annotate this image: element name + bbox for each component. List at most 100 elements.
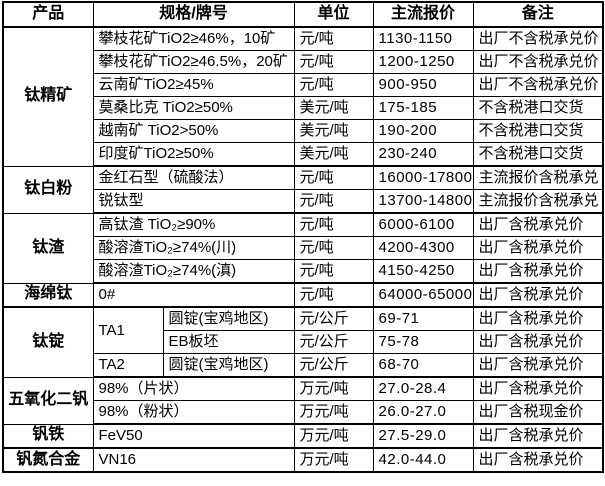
spec-cell: 酸溶渣TiO₂≥74%(滇): [92, 259, 295, 284]
spec-cell: 酸溶渣TiO₂≥74%(川): [92, 236, 295, 260]
table-row: 越南矿 TiO2>50% 美元/吨 190-200 不含税港口交货: [3, 119, 604, 143]
unit-cell: 元/吨: [293, 212, 374, 237]
note-cell: 出厂含税现金价: [472, 400, 604, 425]
price-cell: 75-78: [372, 330, 474, 354]
spec-cell: EB板坯: [162, 330, 295, 354]
unit-cell: 元/吨: [293, 282, 374, 308]
price-cell: 27.0-28.4: [372, 376, 474, 401]
table-row: 钛精矿 攀枝花矿TiO2≥46%，10矿 元/吨 1130-1150 出厂不含税…: [2, 26, 604, 167]
unit-cell: 万元/吨: [293, 423, 374, 449]
unit-cell: 美元/吨: [293, 142, 374, 167]
unit-cell: 美元/吨: [293, 96, 374, 120]
note-cell: 出厂含税承兑价: [472, 423, 604, 449]
header-spec: 规格/牌号: [92, 1, 295, 28]
note-cell: 不含税港口交货: [472, 119, 604, 143]
price-cell: 230-240: [372, 142, 474, 167]
unit-cell: 元/吨: [293, 259, 374, 284]
table-row: 钛渣 高钛渣 TiO₂≥90% 元/吨 6000-6100 出厂含税承兑价: [2, 212, 604, 284]
note-cell: 出厂含税承兑价: [472, 353, 604, 378]
price-cell: 64000-65000: [372, 282, 474, 308]
note-cell: 出厂含税承兑价: [472, 330, 604, 354]
price-cell: 1200-1250: [372, 50, 474, 74]
spec-cell: 圆锭(宝鸡地区): [162, 353, 295, 378]
price-cell: 42.0-44.0: [372, 447, 474, 473]
table-row: 钒铁 FeV50 万元/吨 27.5-29.0 出厂含税承兑价: [2, 423, 604, 449]
unit-cell: 元/吨: [293, 165, 374, 190]
note-cell: 出厂不含税承兑价: [472, 26, 604, 51]
unit-cell: 万元/吨: [293, 447, 374, 473]
spec-cell: 攀枝花矿TiO2≥46%，10矿: [92, 26, 295, 51]
price-cell: 16000-17800: [372, 165, 474, 190]
price-cell: 6000-6100: [372, 212, 474, 237]
product-cell: 钛白粉: [2, 165, 94, 214]
unit-cell: 万元/吨: [293, 400, 374, 425]
price-cell: 4200-4300: [372, 236, 474, 260]
note-cell: 出厂含税承兑价: [472, 306, 604, 331]
price-cell: 68-70: [372, 353, 474, 378]
price-cell: 900-950: [372, 73, 474, 97]
unit-cell: 元/吨: [293, 189, 374, 214]
note-cell: 主流报价含税承兑: [472, 189, 604, 214]
table-row: TA2 圆锭(宝鸡地区) 元/公斤 68-70 出厂含税承兑价: [3, 353, 604, 378]
table-row: 钛锭 TA1 圆锭(宝鸡地区) 元/公斤 69-71 出厂含税承兑价: [2, 306, 604, 378]
unit-cell: 元/吨: [293, 73, 374, 97]
note-cell: 出厂不含税承兑价: [472, 73, 604, 97]
price-cell: 27.5-29.0: [372, 423, 474, 449]
spec-cell: 98%（片状）: [92, 376, 295, 401]
price-cell: 13700-14800: [372, 189, 474, 214]
note-cell: 出厂含税承兑价: [472, 282, 604, 308]
header-unit: 单位: [293, 1, 374, 28]
spec-cell: 云南矿TiO2≥45%: [92, 73, 295, 97]
spec-cell: FeV50: [92, 423, 295, 449]
table-row: 钛白粉 金红石型（硫酸法） 元/吨 16000-17800 主流报价含税承兑: [2, 165, 604, 214]
table-row: 云南矿TiO2≥45% 元/吨 900-950 出厂不含税承兑价: [3, 73, 604, 97]
unit-cell: 元/吨: [293, 26, 374, 51]
product-cell: 五氧化二钒: [2, 376, 94, 425]
product-cell: 钒铁: [2, 423, 94, 449]
spec-cell: 98%（粉状）: [92, 400, 295, 425]
table-row: 锐钛型 元/吨 13700-14800 主流报价含税承兑: [3, 189, 604, 214]
unit-cell: 元/公斤: [293, 330, 374, 354]
spec-cell: 0#: [92, 282, 295, 308]
unit-cell: 美元/吨: [293, 119, 374, 143]
table-row: 海绵钛 0# 元/吨 64000-65000 出厂含税承兑价: [2, 282, 604, 308]
unit-cell: 元/吨: [293, 50, 374, 74]
price-cell: 1130-1150: [372, 26, 474, 51]
product-cell: 海绵钛: [2, 282, 94, 308]
unit-cell: 万元/吨: [293, 376, 374, 401]
header-row: 产品 规格/牌号 单位 主流报价 备注: [2, 1, 604, 28]
price-cell: 69-71: [372, 306, 474, 331]
table-row: 莫桑比克 TiO2≥50% 美元/吨 175-185 不含税港口交货: [3, 96, 604, 120]
table-row: 酸溶渣TiO₂≥74%(川) 元/吨 4200-4300 出厂含税承兑价: [3, 236, 604, 260]
grade-cell: TA1: [92, 306, 164, 354]
note-cell: 主流报价含税承兑: [472, 165, 604, 190]
header-product: 产品: [2, 1, 94, 28]
table-row: 酸溶渣TiO₂≥74%(滇) 元/吨 4150-4250 出厂含税承兑价: [3, 259, 604, 284]
table-row: 五氧化二钒 98%（片状） 万元/吨 27.0-28.4 出厂含税承兑价: [2, 376, 604, 425]
product-cell: 钛精矿: [2, 26, 94, 167]
note-cell: 出厂不含税承兑价: [472, 50, 604, 74]
spec-cell: 金红石型（硫酸法）: [92, 165, 295, 190]
spec-cell: 锐钛型: [92, 189, 295, 214]
header-price: 主流报价: [372, 1, 474, 28]
note-cell: 出厂含税承兑价: [472, 376, 604, 401]
spec-cell: 越南矿 TiO2>50%: [92, 119, 295, 143]
grade-cell: TA2: [92, 353, 164, 378]
product-cell: 钒氮合金: [2, 447, 94, 473]
product-cell: 钛锭: [2, 306, 94, 378]
spec-cell: 攀枝花矿TiO2≥46.5%，20矿: [92, 50, 295, 74]
spec-cell: 印度矿TiO2≥50%: [92, 142, 295, 167]
table-row: EB板坯 元/公斤 75-78 出厂含税承兑价: [3, 330, 604, 354]
spec-cell: 莫桑比克 TiO2≥50%: [92, 96, 295, 120]
price-cell: 175-185: [372, 96, 474, 120]
note-cell: 不含税港口交货: [472, 142, 604, 167]
spec-cell: 圆锭(宝鸡地区): [162, 306, 295, 331]
header-note: 备注: [472, 1, 604, 28]
unit-cell: 元/公斤: [293, 353, 374, 378]
note-cell: 出厂含税承兑价: [472, 447, 604, 473]
spec-cell: VN16: [92, 447, 295, 473]
table-row: 印度矿TiO2≥50% 美元/吨 230-240 不含税港口交货: [3, 142, 604, 167]
price-table: 产品 规格/牌号 单位 主流报价 备注 钛精矿 攀枝花矿TiO2≥46%，10矿…: [2, 1, 605, 473]
price-cell: 26.0-27.0: [372, 400, 474, 425]
price-cell: 4150-4250: [372, 259, 474, 284]
